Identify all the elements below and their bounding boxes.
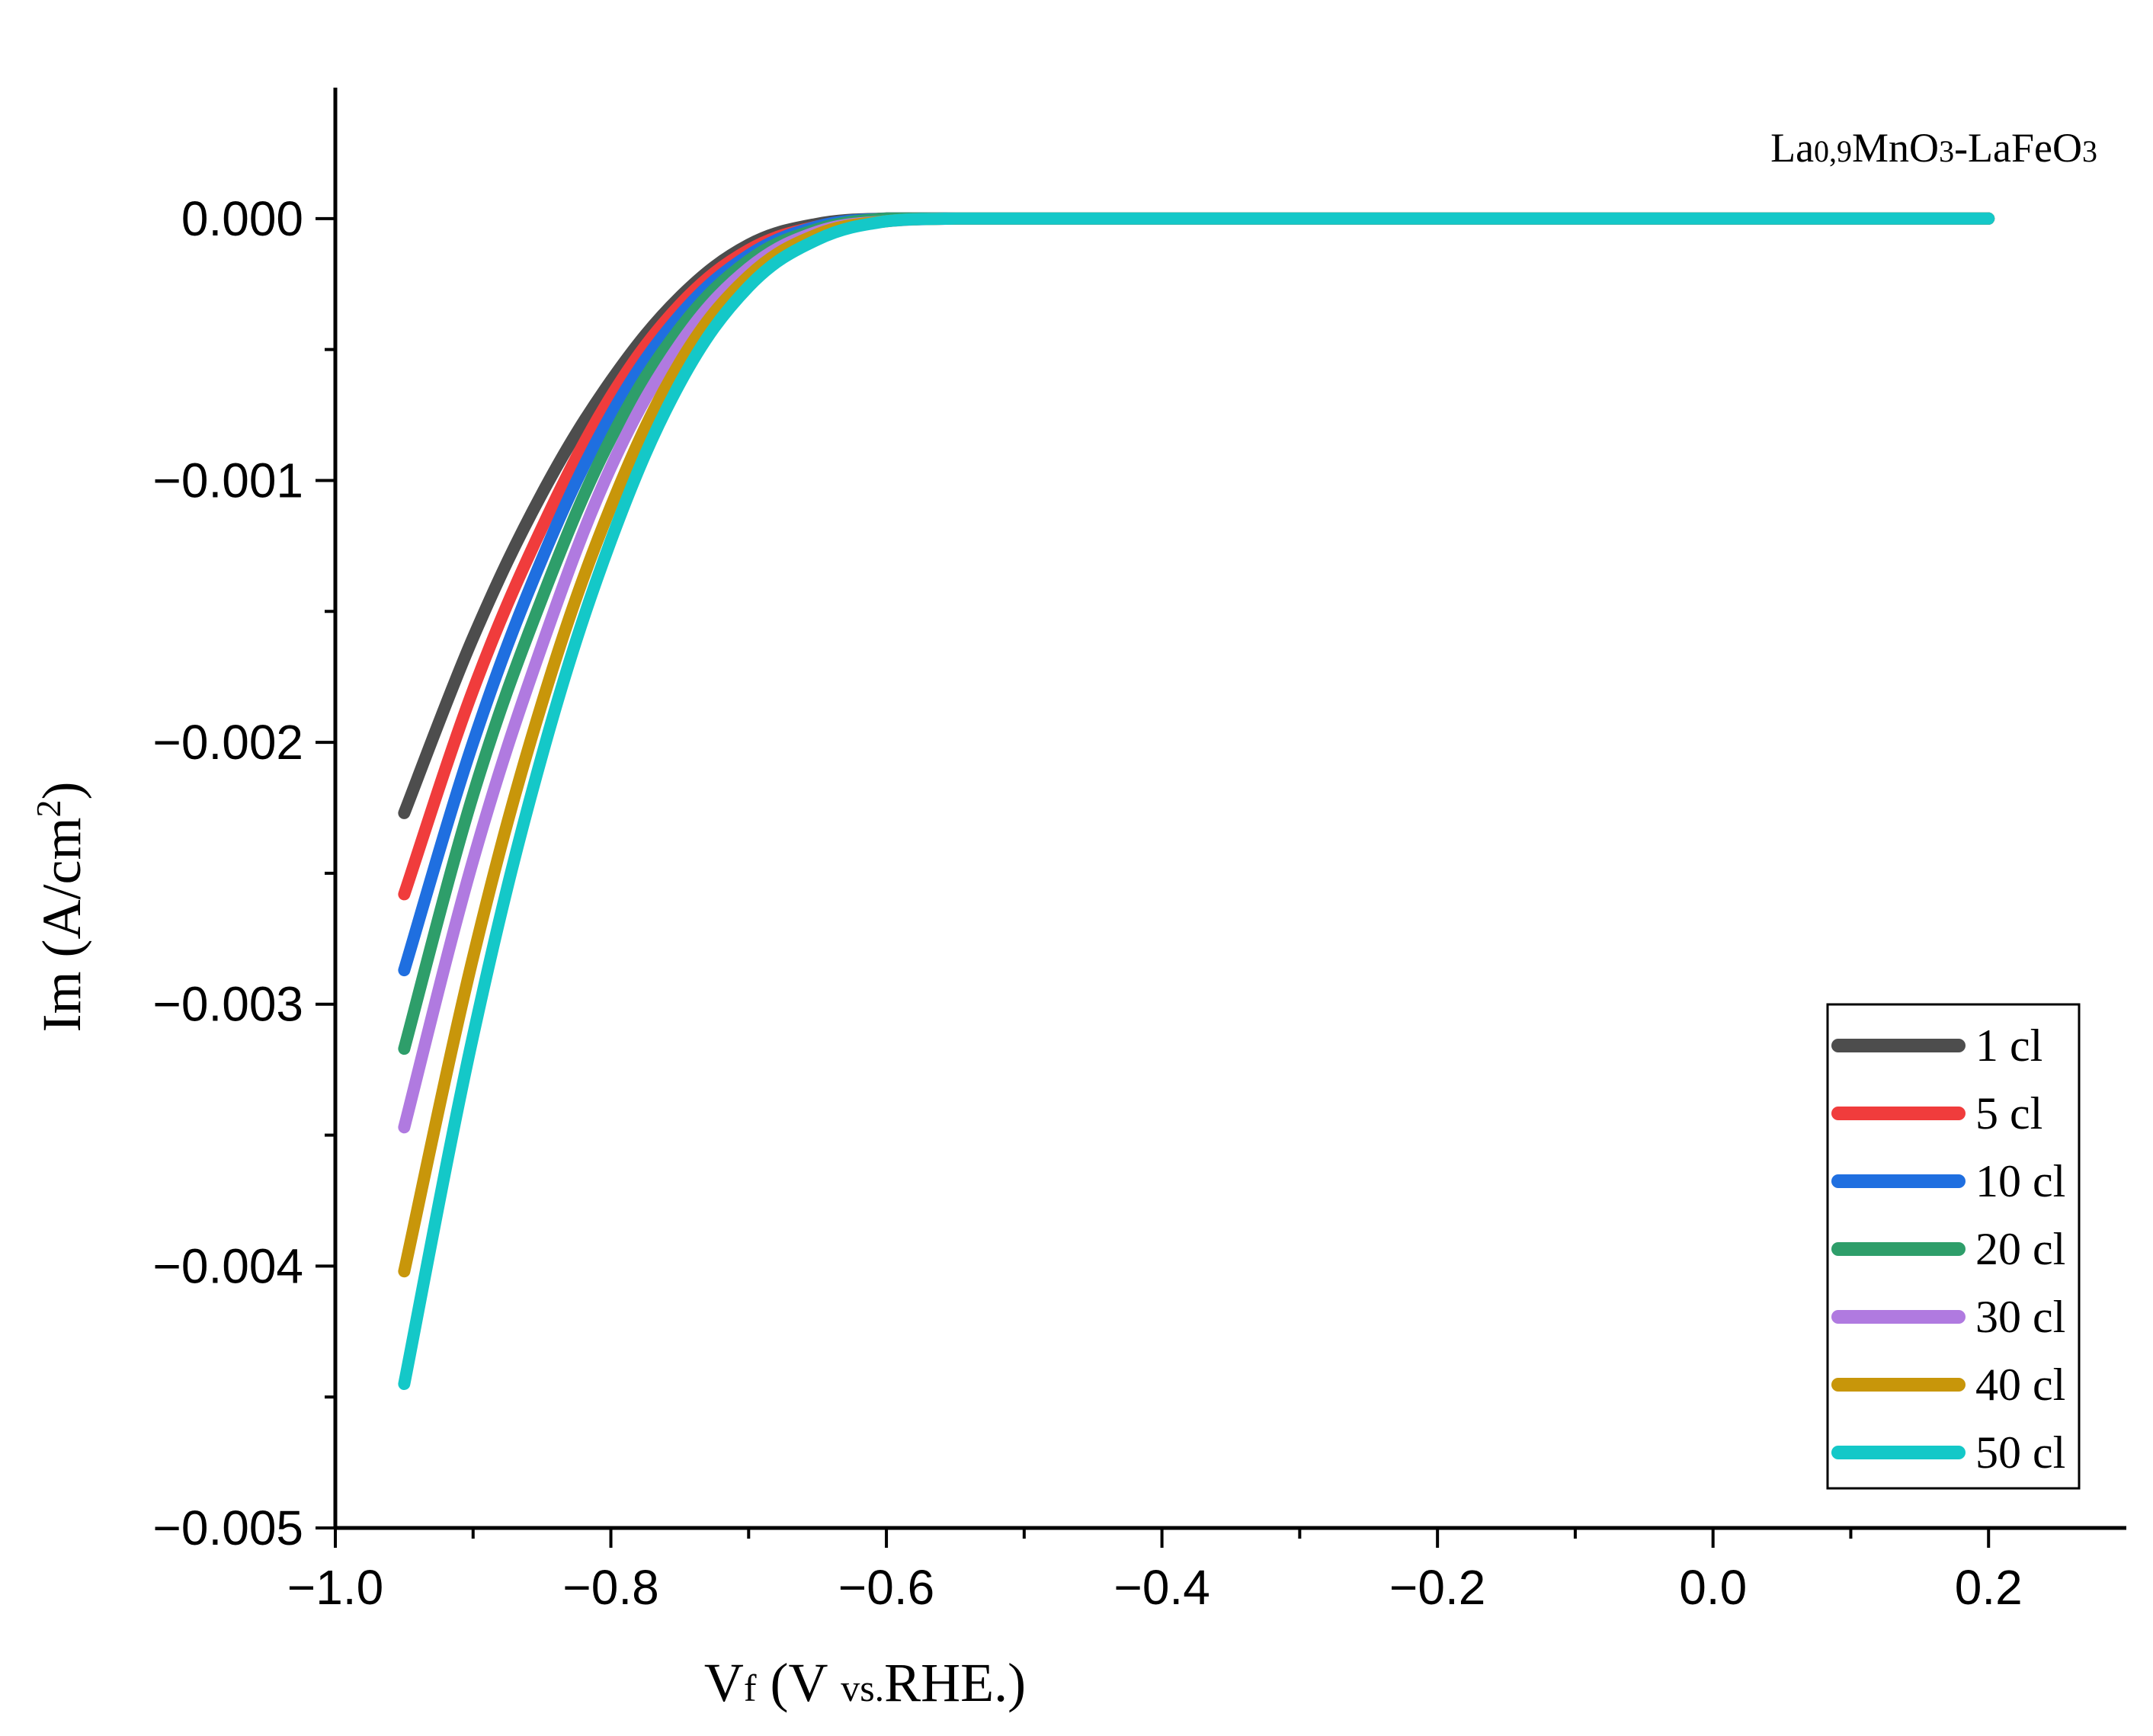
y-tick-label: −0.005	[152, 1501, 303, 1555]
x-tick-label: −0.6	[838, 1560, 934, 1615]
y-tick-label: 0.000	[181, 191, 303, 246]
legend-label: 50 cl	[1975, 1427, 2065, 1478]
y-axis-title: Im (A/cm2)	[29, 782, 92, 1033]
x-tick-label: −1.0	[287, 1560, 383, 1615]
x-tick-label: 0.0	[1679, 1560, 1747, 1615]
legend-label: 5 cl	[1975, 1088, 2042, 1139]
axes: −1.0 −0.8 −0.6 −0.4 −0.2 0.0 0.2 0.000 −0.001 −0.…	[152, 88, 2126, 1615]
x-tick-label: −0.4	[1113, 1560, 1209, 1615]
legend-label: 30 cl	[1975, 1292, 2065, 1342]
x-tick-label: 0.2	[1955, 1560, 2023, 1615]
series-line-5-cl	[398, 212, 1995, 901]
legend-label: 40 cl	[1975, 1360, 2065, 1410]
y-tick-label: −0.002	[152, 715, 303, 770]
series-layer	[398, 212, 1995, 1390]
series-line-50-cl	[398, 212, 1995, 1390]
x-tick-label: −0.2	[1389, 1560, 1485, 1615]
legend-label: 10 cl	[1975, 1156, 2065, 1206]
series-line-1-cl	[398, 212, 1995, 819]
legend: 1 cl 5 cl 10 cl 20 cl 30 cl 40 cl 50 cl	[1826, 1003, 2081, 1490]
y-tick-label: −0.004	[152, 1238, 303, 1293]
chart-annotation: La0,9MnO3-LaFeO3	[1770, 125, 2097, 171]
legend-label: 1 cl	[1975, 1020, 2042, 1071]
legend-label: 20 cl	[1975, 1224, 2065, 1274]
x-tick-label: −0.8	[562, 1560, 658, 1615]
x-axis-title: Vf (V vs.RHE.)	[704, 1652, 1026, 1713]
y-tick-label: −0.003	[152, 977, 303, 1032]
y-tick-label: −0.001	[152, 453, 303, 508]
